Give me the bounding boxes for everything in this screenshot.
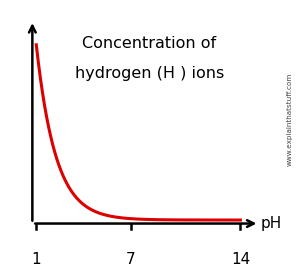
Text: 14: 14	[231, 251, 250, 265]
Text: pH: pH	[261, 216, 282, 231]
Text: Concentration of: Concentration of	[82, 36, 216, 51]
Text: www.explainthatstuff.com: www.explainthatstuff.com	[286, 73, 292, 166]
Text: hydrogen (H ) ions: hydrogen (H ) ions	[75, 66, 224, 81]
Text: 7: 7	[126, 251, 135, 265]
Text: 1: 1	[32, 251, 41, 265]
